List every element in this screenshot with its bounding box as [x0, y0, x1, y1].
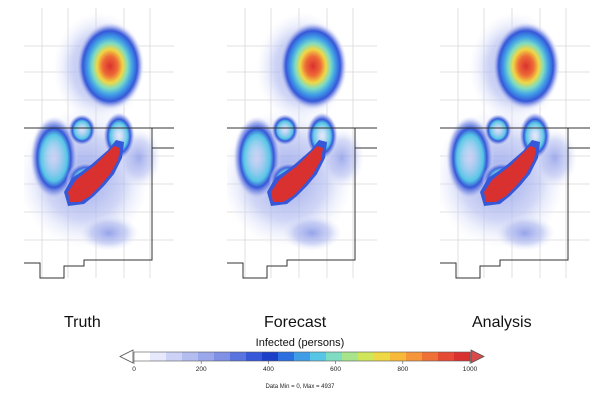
colorbar-swatch — [438, 352, 455, 361]
colorbar-swatch — [422, 352, 439, 361]
truth-map-graphic — [24, 8, 174, 279]
colorbar-swatch — [454, 352, 471, 361]
colorbar-tick-label: 200 — [196, 366, 207, 373]
colorbar-swatch — [214, 352, 231, 361]
colorbar-tick-label: 400 — [263, 366, 274, 373]
colorbar-tick-label: 600 — [330, 366, 341, 373]
colorbar-tick-label: 0 — [132, 366, 136, 373]
colorbar-swatch — [390, 352, 407, 361]
colorbar-title: Infected (persons) — [255, 337, 345, 349]
colorbar-swatch — [246, 352, 263, 361]
forecast-map — [227, 8, 377, 286]
colorbar-swatch — [230, 352, 247, 361]
colorbar-swatch — [278, 352, 295, 361]
colorbar-under-arrow — [119, 349, 134, 364]
colorbar-swatch — [310, 352, 327, 361]
analysis-label: Analysis — [472, 314, 532, 331]
colorbar-swatch — [198, 352, 215, 361]
colorbar-swatch — [406, 352, 423, 361]
colorbar-swatch — [166, 352, 183, 361]
forecast-label: Forecast — [264, 314, 327, 331]
colorbar-swatch — [150, 352, 167, 361]
colorbar: 0 200 400 600 800 1000 — [112, 348, 492, 384]
colorbar-swatch — [342, 352, 359, 361]
truth-label: Truth — [64, 314, 101, 331]
forecast-map-graphic — [227, 8, 377, 279]
colorbar-swatch — [358, 352, 375, 361]
colorbar-over-arrow — [470, 349, 485, 364]
analysis-map — [440, 8, 590, 286]
data-min-max-label: Data Min = 0, Max = 4937 — [265, 384, 335, 390]
colorbar-graphic: 0 200 400 600 800 1000 — [119, 349, 485, 373]
colorbar-swatch — [182, 352, 199, 361]
colorbar-swatch — [134, 352, 151, 361]
colorbar-tick-label: 800 — [397, 366, 408, 373]
colorbar-swatch — [262, 352, 279, 361]
colorbar-swatch — [326, 352, 343, 361]
truth-map — [24, 8, 174, 286]
colorbar-swatch — [294, 352, 311, 361]
colorbar-tick-label: 1000 — [463, 366, 478, 373]
colorbar-frame — [133, 351, 471, 362]
analysis-map-graphic — [440, 8, 590, 279]
colorbar-swatch — [374, 352, 391, 361]
